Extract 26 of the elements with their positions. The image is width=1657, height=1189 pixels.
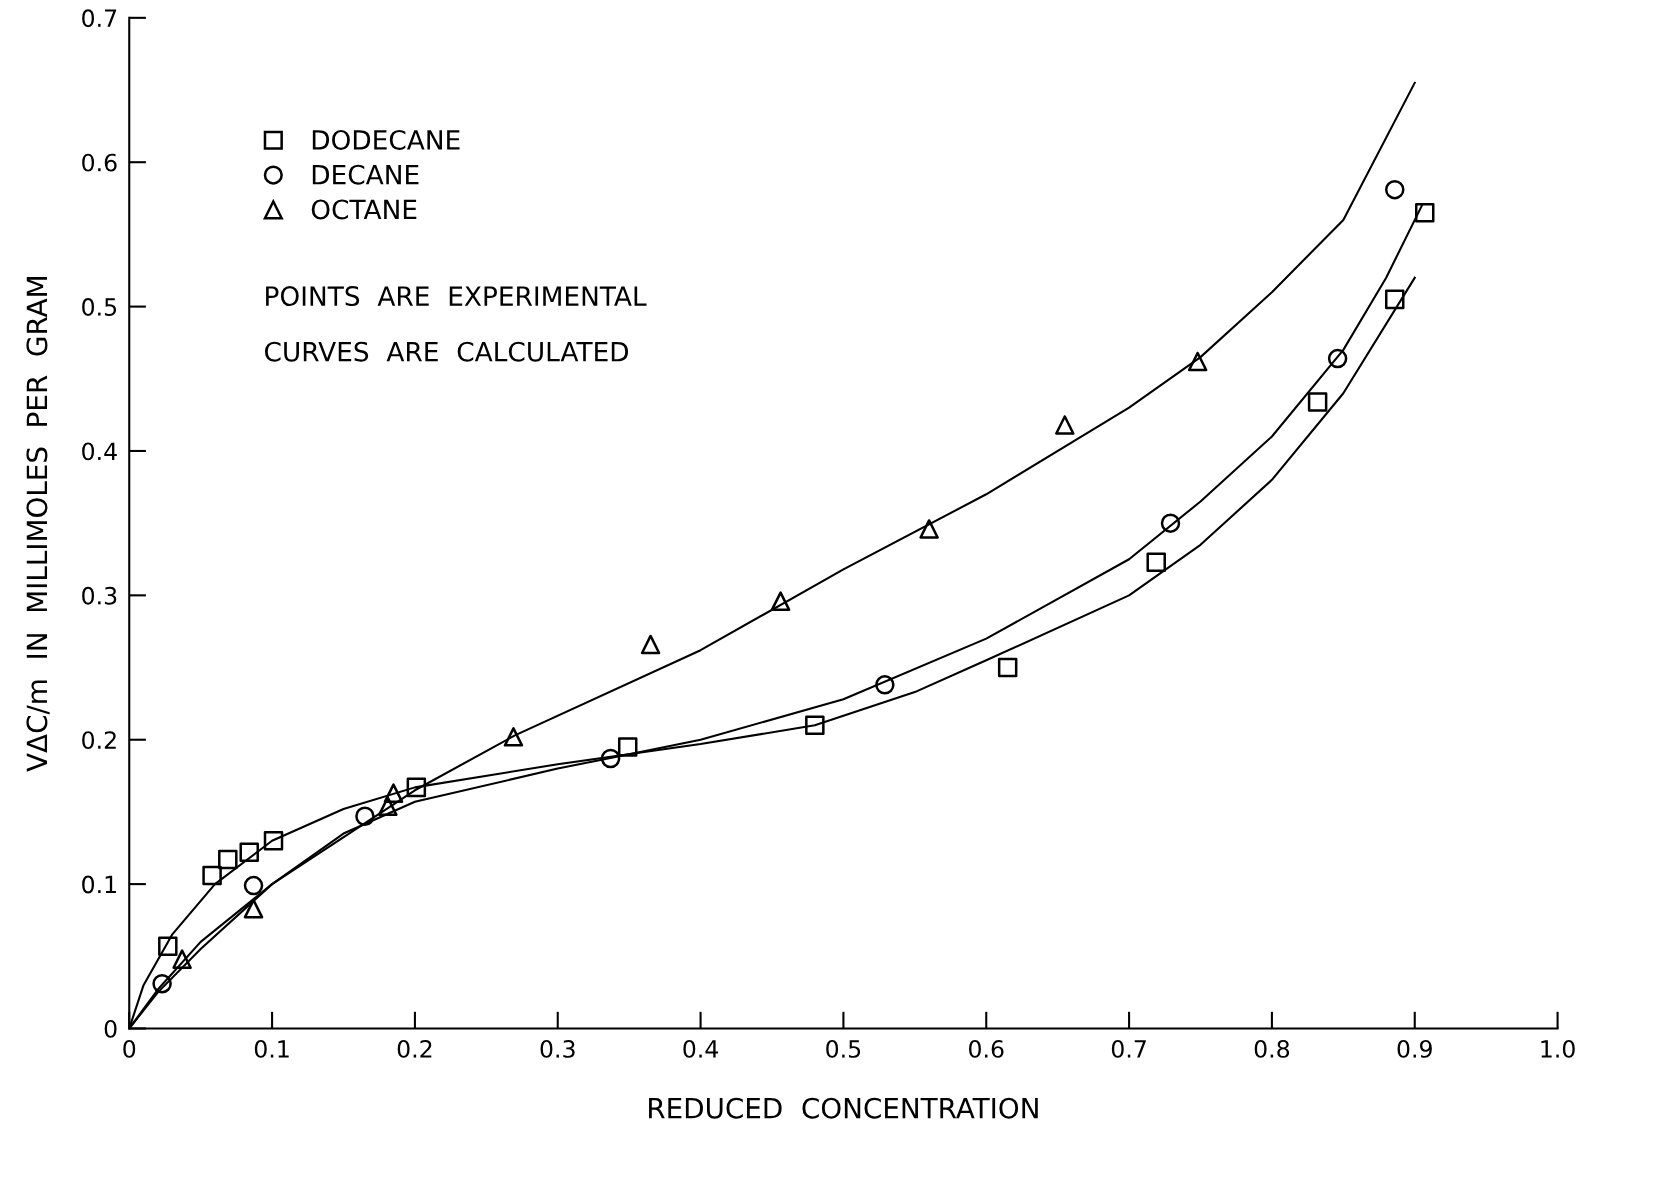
x-tick-label: 0.5 — [826, 1040, 861, 1058]
x-tick-label: 1.0 — [1541, 1040, 1575, 1058]
x-axis-title: REDUCED CONCENTRATION — [649, 1097, 1038, 1119]
y-tick-label: 0.6 — [82, 153, 117, 172]
x-tick-label: 0.8 — [1254, 1040, 1290, 1058]
y-tick-label: 0.2 — [82, 731, 116, 750]
y-tick-label: 0.7 — [82, 9, 117, 28]
y-tick-label: 0.1 — [82, 875, 116, 894]
y-tick-label: 0.3 — [82, 586, 117, 605]
y-tick-label: 0 — [104, 1019, 117, 1038]
x-tick-label: 0.2 — [397, 1040, 432, 1058]
annotation: POINTS ARE EXPERIMENTAL — [266, 286, 647, 307]
y-axis-title: VΔC/m IN MILLIMOLES PER GRAM — [26, 277, 50, 772]
x-tick-label: 0.4 — [683, 1040, 719, 1058]
legend-label: DODECANE — [312, 129, 460, 150]
y-tick-label: 0.4 — [82, 442, 117, 461]
y-tick-label: 0.5 — [82, 298, 117, 316]
legend-label: OCTANE — [311, 199, 417, 220]
x-tick-label: 0 — [123, 1040, 136, 1058]
x-tick-label: 0.3 — [540, 1040, 575, 1058]
x-tick-label: 0.6 — [969, 1040, 1004, 1058]
legend-label: DECANE — [312, 164, 419, 185]
x-tick-label: 0.1 — [254, 1040, 289, 1058]
x-tick-label: 0.9 — [1397, 1040, 1432, 1058]
x-tick-label: 0.7 — [1111, 1040, 1146, 1058]
annotation: CURVES ARE CALCULATED — [264, 341, 628, 362]
